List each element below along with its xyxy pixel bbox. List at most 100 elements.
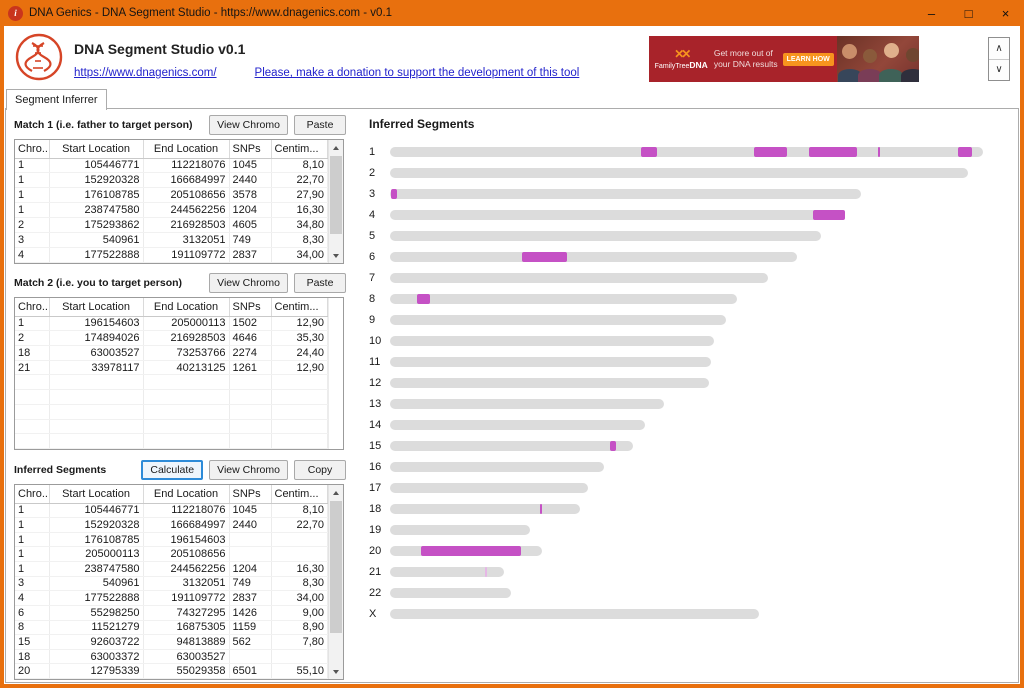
chromosome-bar[interactable] <box>390 482 588 493</box>
scrollbar-thumb[interactable] <box>330 156 342 234</box>
chromosome-bar[interactable] <box>390 356 711 367</box>
column-header[interactable]: Centim... <box>271 140 328 159</box>
table-row[interactable]: 18 63003372 63003527 <box>15 649 328 665</box>
scroll-down-arrow[interactable] <box>329 664 343 679</box>
chromosome-bar[interactable] <box>390 524 530 535</box>
chromosome-bar[interactable] <box>390 566 504 577</box>
match2-view-chromo-button[interactable]: View Chromo <box>209 273 288 293</box>
table-row[interactable]: 4 177522888 191109772 2837 34,00 <box>15 590 328 606</box>
table-row[interactable]: 1 238747580 244562256 1204 16,30 <box>15 202 328 219</box>
chromosome-bar[interactable] <box>390 230 821 241</box>
titlebar[interactable]: i DNA Genics - DNA Segment Studio - http… <box>0 0 1024 26</box>
chromosome-bar[interactable] <box>390 314 726 325</box>
chromosome-bar[interactable] <box>390 440 633 451</box>
chromosome-bar[interactable] <box>390 293 737 304</box>
chromosome-bar[interactable] <box>390 209 845 220</box>
scroll-down-arrow[interactable] <box>329 248 343 263</box>
scrollbar-thumb[interactable] <box>330 501 342 633</box>
dna-segment[interactable] <box>610 440 616 451</box>
table-row[interactable] <box>15 433 328 449</box>
column-header[interactable]: Centim... <box>271 298 328 317</box>
table-row[interactable]: 3 540961 3132051 749 8,30 <box>15 232 328 249</box>
column-header[interactable]: Centim... <box>271 485 328 504</box>
inferred-table-scrollbar[interactable] <box>328 485 343 679</box>
table-row[interactable]: 2 174894026 216928503 4646 35,30 <box>15 330 328 346</box>
column-header[interactable]: SNPs <box>229 298 272 317</box>
dna-segment[interactable] <box>809 146 857 157</box>
chromosome-bar[interactable] <box>390 272 768 283</box>
chromosome-bar[interactable] <box>390 608 759 619</box>
table-row[interactable]: 20 12795339 55029358 6501 55,10 <box>15 663 328 679</box>
chromosome-bar[interactable] <box>390 419 645 430</box>
match1-view-chromo-button[interactable]: View Chromo <box>209 115 288 135</box>
chromosome-bar[interactable] <box>390 461 604 472</box>
dna-segment[interactable] <box>391 188 398 199</box>
chromosome-bar[interactable] <box>390 377 709 388</box>
dna-segment[interactable] <box>877 146 880 157</box>
table-row[interactable]: 3 540961 3132051 749 8,30 <box>15 576 328 592</box>
table-row[interactable] <box>15 374 328 391</box>
table-row[interactable]: 1 196154603 205000113 1502 12,90 <box>15 316 328 332</box>
minimize-button[interactable]: – <box>927 5 936 21</box>
dna-segment[interactable] <box>958 146 972 157</box>
table-row[interactable]: 21 33978117 40213125 1261 12,90 <box>15 360 328 376</box>
table-row[interactable]: 1 176108785 205108656 3578 27,90 <box>15 187 328 204</box>
home-link[interactable]: https://www.dnagenics.com/ <box>74 67 217 79</box>
table-row[interactable]: 15 92603722 94813889 562 7,80 <box>15 634 328 650</box>
table-row[interactable]: 1 238747580 244562256 1204 16,30 <box>15 561 328 577</box>
maximize-button[interactable]: □ <box>964 5 973 21</box>
dna-segment[interactable] <box>521 251 567 262</box>
chromosome-bar[interactable] <box>390 146 983 157</box>
table-row[interactable]: 6 55298250 74327295 1426 9,00 <box>15 605 328 621</box>
table-row[interactable]: 18 63003527 73253766 2274 24,40 <box>15 345 328 361</box>
table-row[interactable]: 2 175293862 216928503 4605 34,80 <box>15 217 328 234</box>
chromosome-bar[interactable] <box>390 545 542 556</box>
table-row[interactable] <box>15 404 328 420</box>
column-header[interactable]: SNPs <box>229 485 272 504</box>
chromosome-bar[interactable] <box>390 251 797 262</box>
table-row[interactable]: 1 105446771 112218076 1045 8,10 <box>15 158 328 174</box>
column-header[interactable]: Chro... <box>15 298 50 317</box>
copy-button[interactable]: Copy <box>294 460 346 480</box>
column-header[interactable]: Start Location <box>49 298 144 317</box>
chromosome-bar[interactable] <box>390 167 968 178</box>
match1-paste-button[interactable]: Paste <box>294 115 346 135</box>
column-header[interactable]: Start Location <box>49 485 144 504</box>
column-header[interactable]: End Location <box>143 298 230 317</box>
inferred-view-chromo-button[interactable]: View Chromo <box>209 460 288 480</box>
table-row[interactable]: 4 177522888 191109772 2837 34,00 <box>15 247 328 263</box>
match2-paste-button[interactable]: Paste <box>294 273 346 293</box>
column-header[interactable]: End Location <box>143 485 230 504</box>
match1-table-scrollbar[interactable] <box>328 140 343 263</box>
column-header[interactable]: End Location <box>143 140 230 159</box>
dna-segment[interactable] <box>641 146 658 157</box>
column-header[interactable]: Start Location <box>49 140 144 159</box>
scroll-up-arrow[interactable] <box>329 140 343 155</box>
table-row[interactable]: 1 152920328 166684997 2440 22,70 <box>15 517 328 533</box>
chromosome-bar[interactable] <box>390 398 664 409</box>
chromosome-bar[interactable] <box>390 335 714 346</box>
header-scrollbar[interactable]: ∧ ∨ <box>988 37 1010 81</box>
tab-segment-inferrer[interactable]: Segment Inferrer <box>6 89 107 110</box>
ad-cta-button[interactable]: LEARN HOW <box>782 52 834 66</box>
dna-segment[interactable] <box>539 503 542 514</box>
chromosome-bar[interactable] <box>390 188 861 199</box>
dna-segment[interactable] <box>484 566 487 577</box>
close-button[interactable]: × <box>1001 5 1010 21</box>
chromosome-bar[interactable] <box>390 587 511 598</box>
table-row[interactable]: 8 11521279 16875305 1159 8,90 <box>15 620 328 636</box>
dna-segment[interactable] <box>417 293 431 304</box>
column-header[interactable]: Chro... <box>15 485 50 504</box>
ad-banner[interactable]: ✕✕ FamilyTreeDNA Get more out of your DN… <box>648 36 919 82</box>
table-row[interactable]: 1 176108785 196154603 <box>15 532 328 548</box>
scroll-down-button[interactable]: ∨ <box>995 64 1003 76</box>
column-header[interactable]: Chro... <box>15 140 50 159</box>
dna-segment[interactable] <box>812 209 845 220</box>
table-row[interactable] <box>15 389 328 405</box>
dna-segment[interactable] <box>754 146 787 157</box>
dna-segment[interactable] <box>420 545 521 556</box>
table-row[interactable]: 1 152920328 166684997 2440 22,70 <box>15 172 328 189</box>
table-row[interactable]: 1 205000113 205108656 <box>15 546 328 562</box>
column-header[interactable]: SNPs <box>229 140 272 159</box>
chromosome-bar[interactable] <box>390 503 580 514</box>
